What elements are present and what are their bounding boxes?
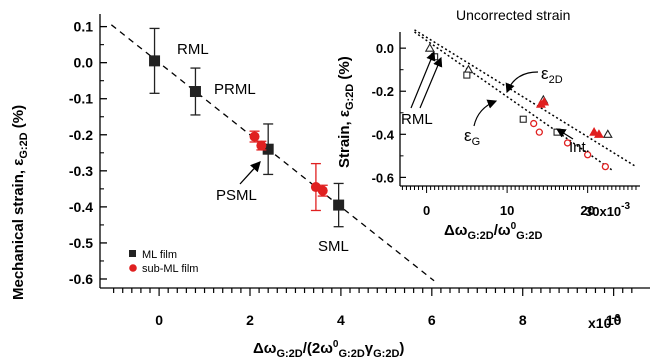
main-y-tick-label: -0.5 <box>69 235 93 251</box>
inset-triangle-point <box>424 43 435 52</box>
main-x-tick-label: 4 <box>337 312 345 328</box>
label-rml: RML <box>177 41 209 58</box>
main-x-tick-label: 6 <box>428 312 436 328</box>
inset-triangle-point <box>602 129 613 138</box>
main-x-axis-title: ΔωG:2D/(2ω0G:2DγG:2D) <box>253 339 404 359</box>
inset-int-arrow <box>555 128 574 140</box>
legend-subml-marker <box>129 264 137 272</box>
legend-subml-label: sub-ML film <box>142 263 198 275</box>
main-plot-axes: 0.1 0.0 -0.1 -0.2 -0.3 -0.4 -0.5 -0.6 0 2 4 6 8 10 <box>69 14 650 328</box>
inset-circle-point <box>530 119 538 128</box>
main-y-tick-label: -0.4 <box>69 199 93 215</box>
main-y-tick-label: 0.0 <box>74 55 94 71</box>
inset-x-tick-label: 10 <box>500 203 514 218</box>
inset-circle-point <box>563 139 572 147</box>
main-x-multiplier: x10-3 <box>588 313 621 331</box>
inset-rml-arrow-1 <box>410 50 436 109</box>
main-x-tick-label: 2 <box>246 312 254 328</box>
label-prml: PRML <box>214 81 256 98</box>
inset-plot: Uncorrected strain 0.0 -0.2 -0.4 -0.6 0 10 20… <box>336 7 640 242</box>
inset-circle-point <box>584 151 592 159</box>
inset-square-point <box>463 71 471 79</box>
inset-y-tick-label: -0.2 <box>372 84 394 99</box>
main-y-tick-label: -0.1 <box>69 91 93 107</box>
ml-film-point <box>189 86 201 98</box>
main-y-tick-label: -0.3 <box>69 163 93 179</box>
label-psml: PSML <box>216 187 257 204</box>
inset-circle-point <box>601 162 610 171</box>
ml-film-point <box>262 143 274 155</box>
psml-arrow <box>239 161 261 185</box>
legend-ml-marker <box>129 250 136 257</box>
inset-circle-point <box>535 128 543 136</box>
ml-film-point <box>149 55 161 67</box>
inset-rml-arrow-2 <box>419 56 443 109</box>
inset-x-tick-label: 20 <box>580 203 594 218</box>
sub-ml-film-point <box>317 185 328 196</box>
main-x-tick-label: 8 <box>519 312 527 328</box>
inset-label-eps-2d: ε2D <box>541 64 563 86</box>
inset-x-multiplier: 30x10-3 <box>585 201 630 219</box>
inset-eps-g-arrow <box>473 99 498 127</box>
inset-title: Uncorrected strain <box>456 7 570 23</box>
inset-y-tick-label: -0.6 <box>372 170 394 185</box>
inset-label-eps-g: εG <box>464 126 480 148</box>
inset-triangle-point <box>589 127 600 136</box>
inset-eps-2d-arrow <box>505 71 539 94</box>
inset-square-point <box>519 115 527 123</box>
main-y-tick-label: 0.1 <box>74 19 94 35</box>
main-x-tick-label: 0 <box>155 312 163 328</box>
ml-film-point <box>333 199 345 211</box>
main-y-tick-label: -0.6 <box>69 271 93 287</box>
sub-ml-film-point <box>256 140 267 151</box>
inset-y-axis-title: Strain, εG:2D (%) <box>336 56 356 168</box>
main-x-tick-label: 10 <box>606 312 622 328</box>
inset-y-tick-label: 0.0 <box>376 41 394 56</box>
sub-ml-film-point <box>249 131 260 142</box>
legend-ml-label: ML film <box>142 249 177 261</box>
label-sml: SML <box>318 238 349 255</box>
inset-x-tick-label: 0 <box>423 203 430 218</box>
legend: ML film sub-ML film <box>129 249 198 275</box>
inset-triangle-point <box>535 99 546 108</box>
inset-x-axis-title: ΔωG:2D/ω0G:2D <box>444 221 542 242</box>
inset-fit-line-2d <box>414 29 637 168</box>
inset-triangle-point <box>593 129 604 138</box>
main-fit-line <box>110 24 435 282</box>
inset-label-int: Int. <box>569 139 590 156</box>
main-y-tick-label: -0.2 <box>69 127 93 143</box>
main-y-axis-title: Mechanical strain, εG:2D (%) <box>10 105 30 300</box>
inset-label-rml: RML <box>401 111 433 128</box>
inset-y-tick-label: -0.4 <box>372 127 395 142</box>
